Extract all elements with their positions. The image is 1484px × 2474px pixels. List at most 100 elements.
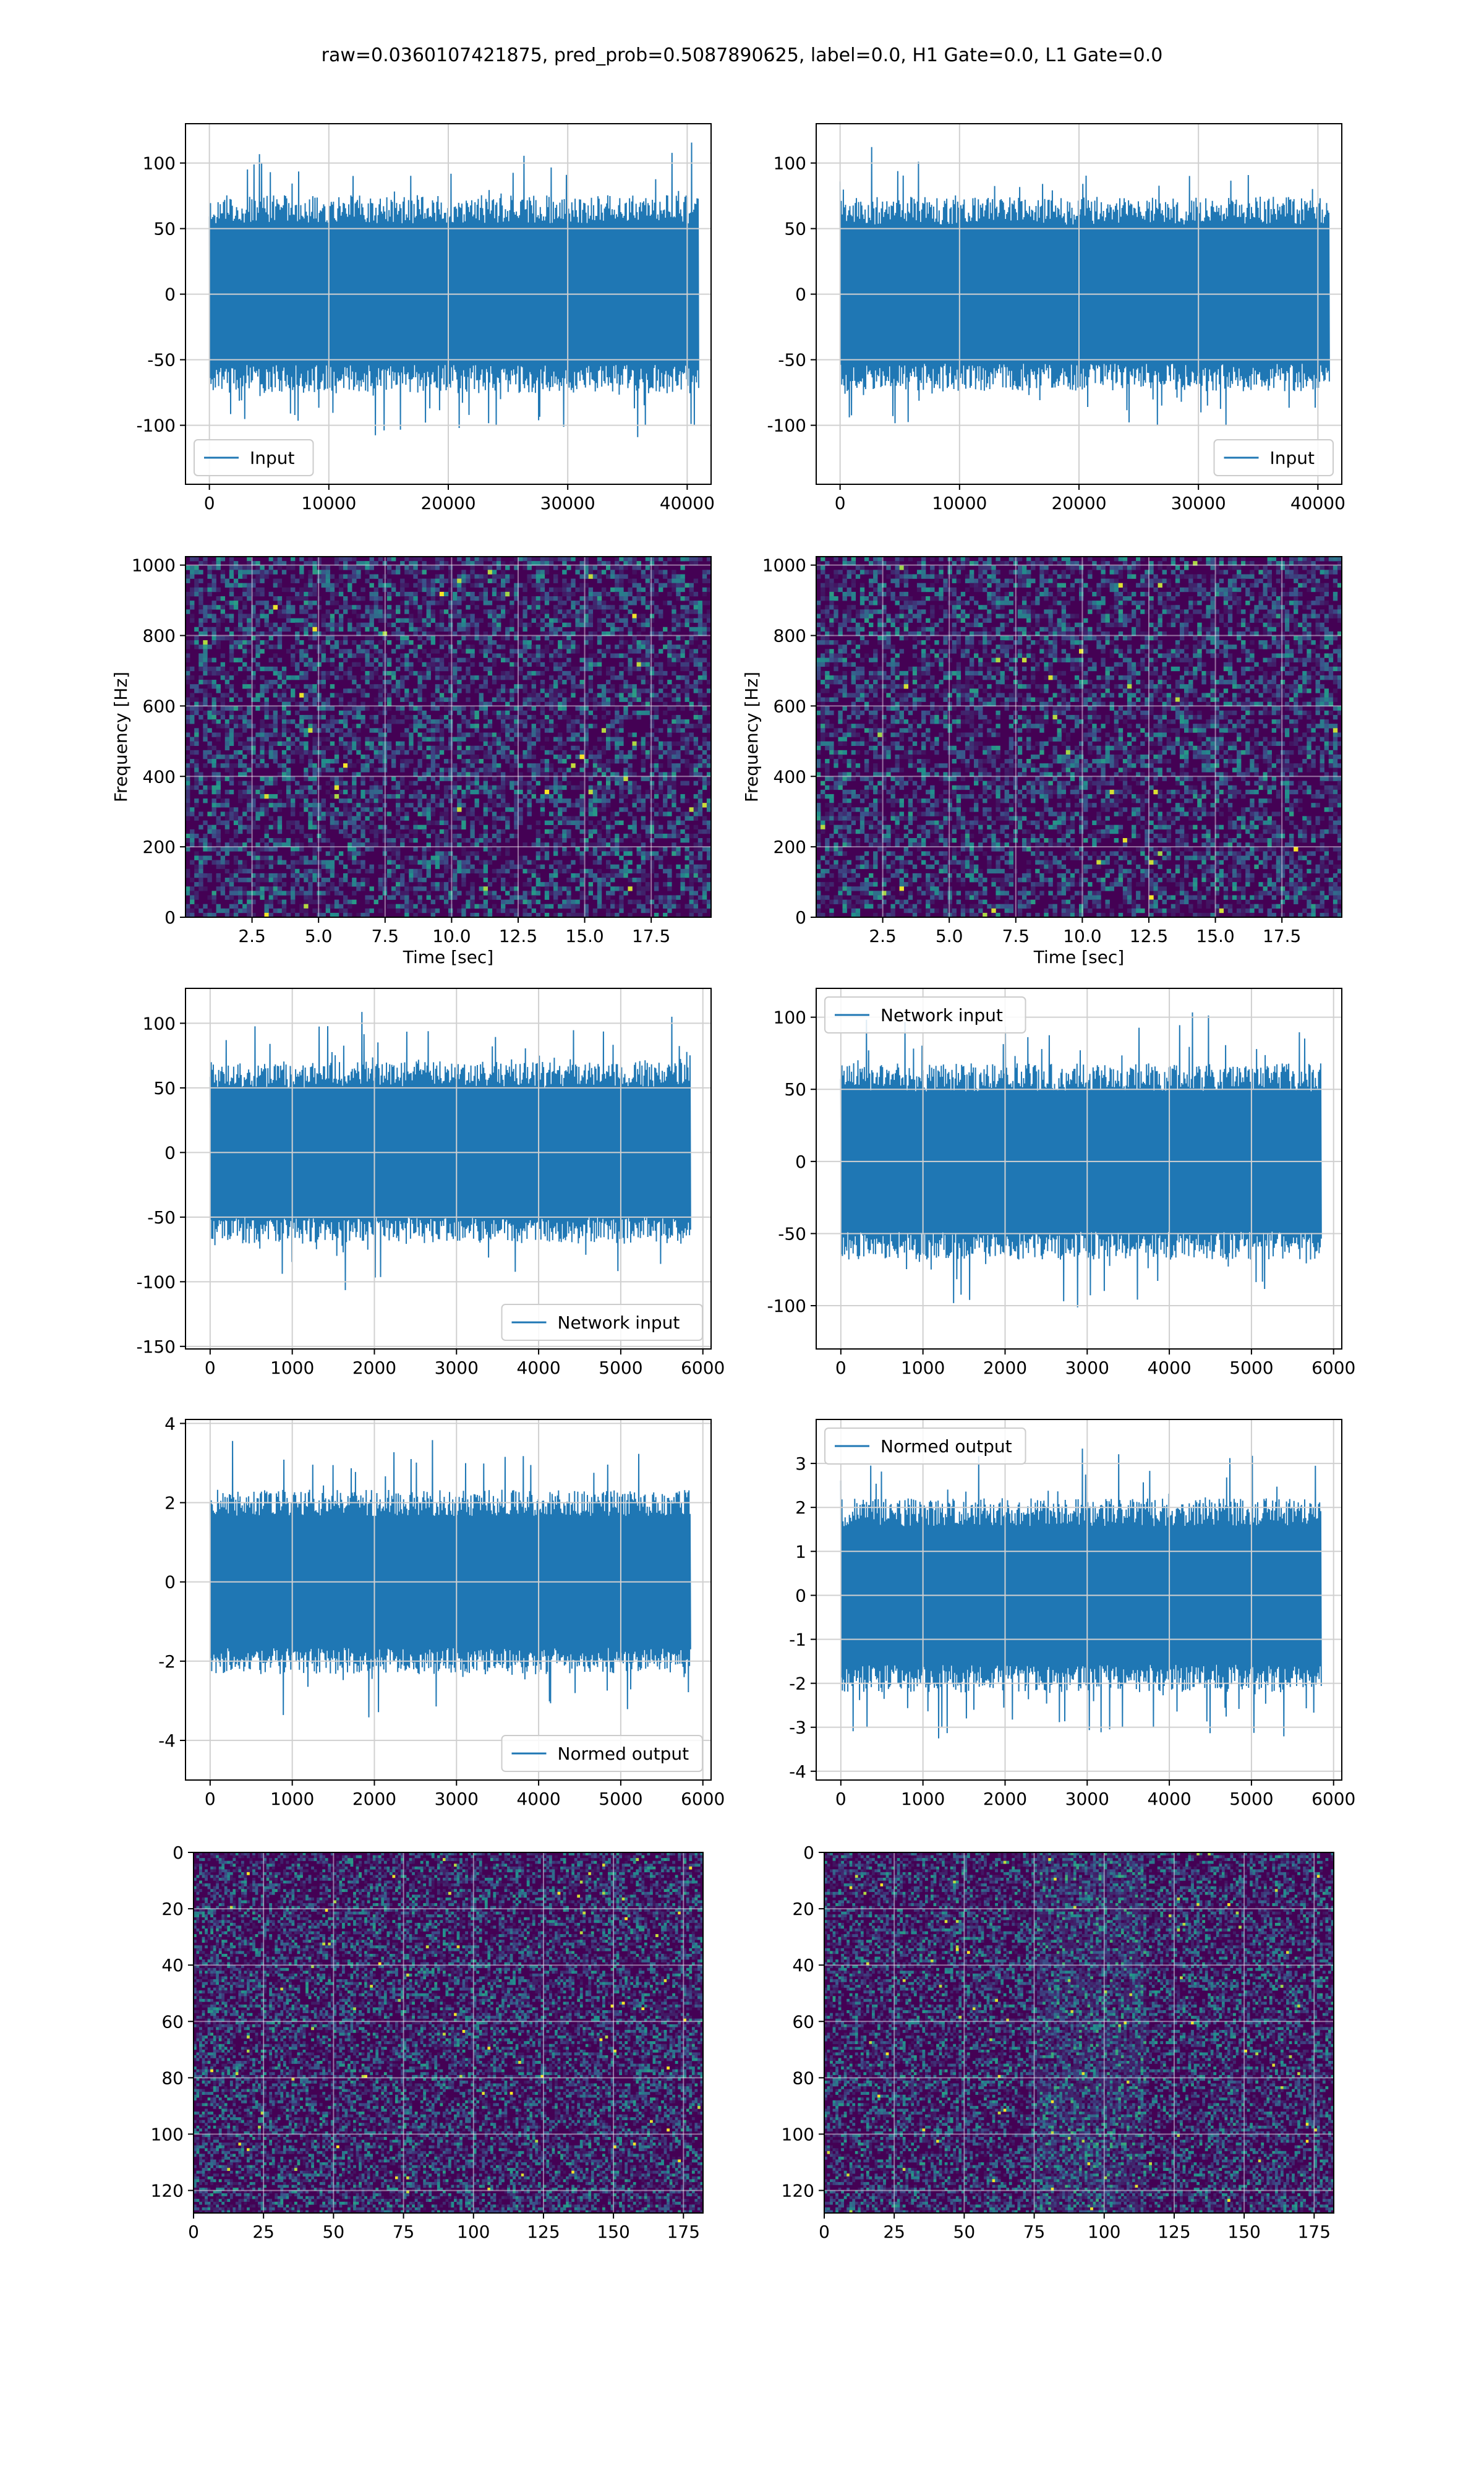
image-left-xtick-label: 100 bbox=[457, 2222, 490, 2242]
normed-output-left-frame bbox=[185, 1419, 712, 1781]
normed-output-left-xtick-label: 3000 bbox=[435, 1789, 479, 1809]
spectrogram-left-ytick-label: 0 bbox=[164, 907, 176, 928]
normed-output-left-series-line bbox=[209, 1440, 691, 1718]
network-input-left-ytick-label: -100 bbox=[136, 1272, 176, 1292]
spectrogram-right-xtick-label: 10.0 bbox=[1063, 926, 1101, 946]
spectrogram-right-xtick-label: 5.0 bbox=[936, 926, 963, 946]
image-left-xtick-label: 125 bbox=[527, 2222, 560, 2242]
image-right-xtick-label: 100 bbox=[1088, 2222, 1120, 2242]
network-input-right-frame bbox=[816, 988, 1342, 1350]
normed-output-left-ytick-label: -4 bbox=[158, 1731, 176, 1751]
spectrogram-left-cells bbox=[186, 557, 711, 917]
network-input-right-xtick-label: 3000 bbox=[1065, 1358, 1109, 1378]
network-input-right-xtick-label: 2000 bbox=[983, 1358, 1027, 1378]
image-left-ytick-label: 120 bbox=[151, 2181, 184, 2201]
image-left-ytick-label: 20 bbox=[161, 1899, 184, 1919]
network-input-left-xtick-label: 4000 bbox=[516, 1358, 560, 1378]
network-input-left-xtick-label: 6000 bbox=[681, 1358, 725, 1378]
normed-output-left-legend: Normed output bbox=[501, 1735, 703, 1772]
network-input-left-xtick-label: 3000 bbox=[435, 1358, 479, 1378]
spectrogram-right-xtick-label: 17.5 bbox=[1263, 926, 1301, 946]
image-left-ytick-label: 60 bbox=[161, 2011, 184, 2032]
spectrogram-left-ytick-label: 1000 bbox=[132, 555, 176, 576]
network-input-left-legend-label: Network input bbox=[558, 1312, 680, 1333]
image-left-xtick-label: 75 bbox=[393, 2222, 415, 2242]
normed-output-right-xtick-label: 4000 bbox=[1147, 1789, 1191, 1809]
image-left-cells bbox=[194, 1852, 703, 2213]
input-left-ytick-label: 0 bbox=[164, 285, 176, 305]
input-left-legend: Input bbox=[194, 439, 314, 476]
image-right-xtick-label: 0 bbox=[819, 2222, 830, 2242]
network-input-left-ytick-label: 0 bbox=[164, 1142, 176, 1163]
input-right-xtick-label: 40000 bbox=[1290, 493, 1345, 513]
normed-output-left-xtick-label: 4000 bbox=[516, 1789, 560, 1809]
spectrogram-right-ytick-label: 400 bbox=[774, 766, 806, 787]
network-input-left-xtick-label: 0 bbox=[205, 1358, 216, 1378]
normed-output-right-xtick-label: 1000 bbox=[901, 1789, 945, 1809]
normed-output-right-legend: Normed output bbox=[824, 1427, 1026, 1465]
normed-output-right-ytick-label: -4 bbox=[789, 1761, 806, 1782]
image-right-ytick-label: 60 bbox=[792, 2011, 814, 2032]
input-right-legend-label: Input bbox=[1270, 448, 1315, 468]
input-right-legend: Input bbox=[1213, 439, 1334, 476]
input-right-xtick-label: 0 bbox=[835, 493, 846, 513]
network-input-right-ytick-label: 0 bbox=[795, 1152, 806, 1172]
spectrogram-right-ytick-label: 800 bbox=[774, 626, 806, 646]
normed-output-left-ytick-label: 2 bbox=[164, 1493, 176, 1513]
image-left-ytick-label: 0 bbox=[173, 1843, 184, 1863]
spectrogram-right-xtick-label: 15.0 bbox=[1196, 926, 1234, 946]
input-left-signal-core bbox=[209, 228, 699, 361]
spectrogram-left-ylabel: Frequency [Hz] bbox=[111, 672, 131, 802]
network-input-left-ytick-label: 100 bbox=[143, 1013, 176, 1034]
input-right-ytick-label: -100 bbox=[767, 416, 806, 436]
network-input-right-ytick-label: -100 bbox=[767, 1296, 806, 1316]
network-input-left-series-line bbox=[209, 1012, 691, 1290]
input-right-frame bbox=[816, 123, 1342, 485]
image-right-xtick-label: 50 bbox=[953, 2222, 976, 2242]
normed-output-right-xtick-label: 2000 bbox=[983, 1789, 1027, 1809]
image-right-xtick-label: 25 bbox=[883, 2222, 905, 2242]
input-left-series-line bbox=[208, 142, 699, 437]
spectrogram-left-xtick-label: 7.5 bbox=[372, 926, 399, 946]
normed-output-right-legend-label: Normed output bbox=[881, 1436, 1012, 1457]
network-input-right-ytick-label: 100 bbox=[774, 1008, 806, 1028]
input-right-signal-core bbox=[840, 229, 1329, 359]
image-right-xtick-label: 125 bbox=[1158, 2222, 1190, 2242]
spectrogram-left-xlabel: Time [sec] bbox=[403, 947, 493, 967]
normed-output-left-ytick-label: 0 bbox=[164, 1572, 176, 1593]
network-input-right-xtick-label: 1000 bbox=[901, 1358, 945, 1378]
input-left-xtick-label: 0 bbox=[204, 493, 215, 513]
normed-output-right-ytick-label: 3 bbox=[795, 1453, 806, 1474]
network-input-right-xtick-label: 0 bbox=[835, 1358, 846, 1378]
spectrogram-left-ytick-label: 200 bbox=[143, 837, 176, 857]
spectrogram-left-xtick-label: 15.0 bbox=[565, 926, 603, 946]
input-right-series-line bbox=[839, 147, 1330, 426]
normed-output-left-xtick-label: 5000 bbox=[599, 1789, 642, 1809]
normed-output-right-frame bbox=[816, 1419, 1342, 1781]
network-input-left-ytick-label: -50 bbox=[147, 1207, 176, 1228]
network-input-right-xtick-label: 5000 bbox=[1229, 1358, 1273, 1378]
normed-output-right-xtick-label: 0 bbox=[835, 1789, 846, 1809]
network-input-right-xtick-label: 4000 bbox=[1147, 1358, 1191, 1378]
image-left-xtick-label: 25 bbox=[252, 2222, 275, 2242]
network-input-right-ytick-label: 50 bbox=[784, 1079, 806, 1100]
normed-output-left-xtick-label: 6000 bbox=[681, 1789, 725, 1809]
image-left-frame bbox=[193, 1852, 704, 2214]
spectrogram-right-ytick-label: 0 bbox=[795, 907, 806, 928]
input-left-ytick-label: -50 bbox=[147, 350, 176, 370]
input-left-legend-label: Input bbox=[250, 448, 295, 468]
input-right-ytick-label: 0 bbox=[795, 285, 806, 305]
image-right-xtick-label: 75 bbox=[1023, 2222, 1046, 2242]
network-input-left-ytick-label: 50 bbox=[153, 1078, 176, 1098]
image-left-ytick-label: 40 bbox=[161, 1955, 184, 1975]
network-input-left-ytick-label: -150 bbox=[136, 1337, 176, 1357]
network-input-right-signal-core bbox=[840, 1096, 1321, 1227]
network-input-left-frame bbox=[185, 988, 712, 1350]
spectrogram-left-frame bbox=[185, 556, 712, 918]
input-left-xtick-label: 30000 bbox=[540, 493, 595, 513]
